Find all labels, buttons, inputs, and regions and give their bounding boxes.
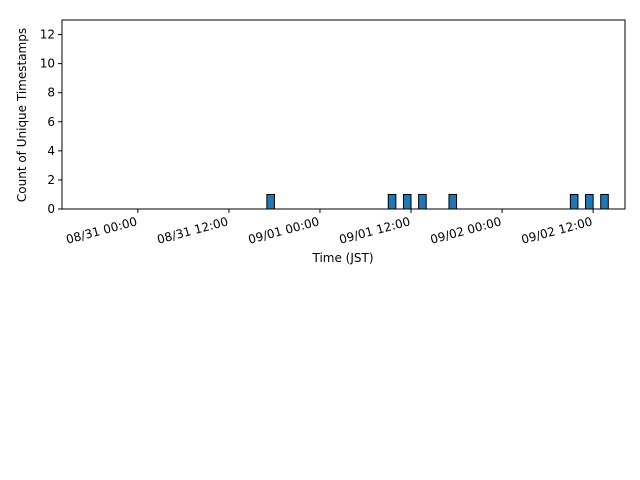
x-tick-label: 09/01 12:00 [338, 214, 412, 246]
x-tick-label: 09/02 12:00 [520, 214, 594, 246]
bar [418, 193, 427, 210]
bar [569, 193, 579, 210]
y-tick-label: 2 [47, 173, 55, 187]
bar [402, 193, 412, 210]
bar [266, 193, 275, 210]
y-axis-label: Count of Unique Timestamps [15, 28, 29, 202]
x-tick-label: 08/31 12:00 [156, 214, 230, 246]
y-tick-label: 0 [47, 202, 55, 216]
x-tick-label: 09/01 00:00 [247, 214, 321, 246]
y-tick-label: 8 [47, 86, 55, 100]
bar [600, 193, 609, 210]
y-tick-label: 6 [47, 115, 55, 129]
y-tick-label: 4 [47, 144, 55, 158]
bar [585, 193, 594, 210]
x-tick-label: 09/02 00:00 [429, 214, 503, 246]
x-axis-label: Time (JST) [311, 251, 373, 265]
y-tick-label: 10 [40, 57, 55, 71]
plot-frame [61, 19, 626, 210]
bar [448, 193, 458, 210]
y-tick-label: 12 [40, 28, 55, 42]
bar [387, 193, 397, 210]
x-tick-label: 08/31 00:00 [65, 214, 139, 246]
